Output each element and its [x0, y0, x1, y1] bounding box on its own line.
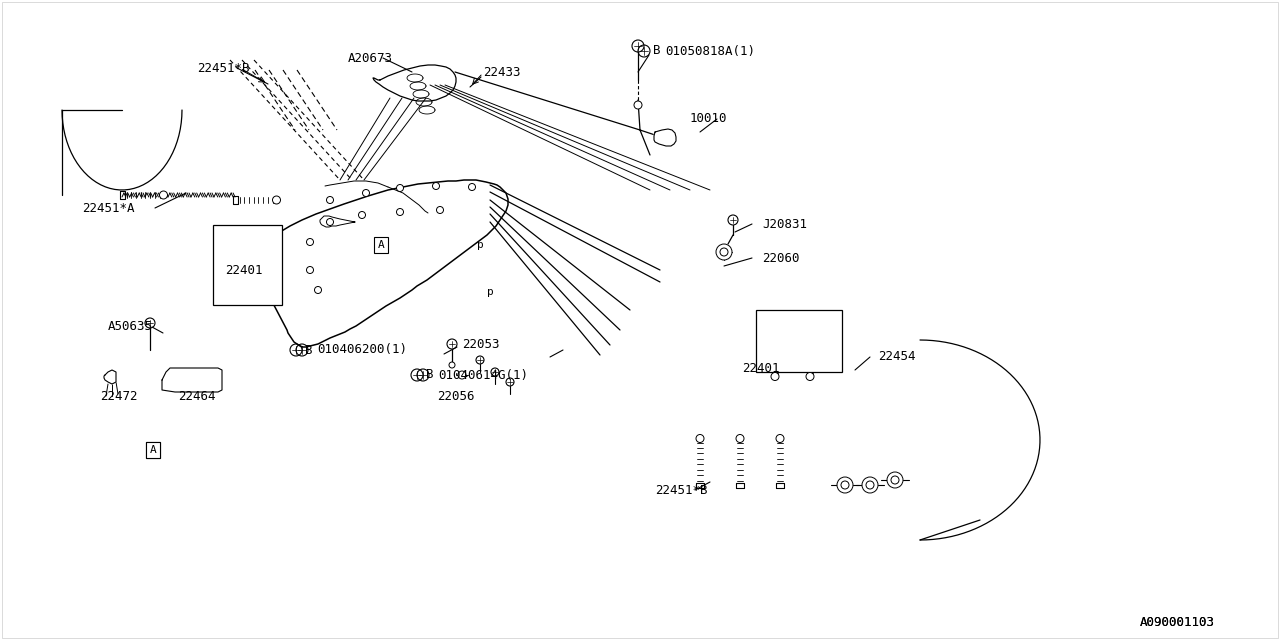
Text: 010406200(1): 010406200(1) — [317, 344, 407, 356]
Circle shape — [806, 372, 814, 381]
Circle shape — [771, 372, 780, 381]
Circle shape — [867, 481, 874, 489]
Circle shape — [837, 477, 852, 493]
Bar — [756, 310, 842, 372]
Text: 10010: 10010 — [690, 113, 727, 125]
Text: A: A — [150, 445, 156, 455]
Text: 22433: 22433 — [483, 67, 521, 79]
Circle shape — [362, 189, 370, 196]
Polygon shape — [654, 129, 676, 146]
Circle shape — [326, 218, 334, 225]
Text: 01040614G(1): 01040614G(1) — [438, 369, 529, 381]
Circle shape — [468, 184, 475, 191]
Text: 22472: 22472 — [100, 390, 137, 403]
Text: B: B — [305, 344, 312, 356]
Text: 22053: 22053 — [462, 337, 499, 351]
Polygon shape — [104, 370, 116, 384]
Text: 22060: 22060 — [762, 252, 800, 264]
Text: 01050818A(1): 01050818A(1) — [666, 45, 755, 58]
Circle shape — [736, 435, 744, 442]
Circle shape — [160, 191, 168, 199]
Circle shape — [326, 196, 334, 204]
Polygon shape — [163, 368, 221, 392]
Circle shape — [358, 211, 366, 218]
Text: 22401: 22401 — [742, 362, 780, 374]
Circle shape — [861, 477, 878, 493]
Text: A090001103: A090001103 — [1140, 616, 1215, 628]
Text: 22451*B: 22451*B — [197, 61, 250, 74]
Circle shape — [719, 248, 728, 256]
Text: A090001103: A090001103 — [1140, 616, 1215, 628]
Circle shape — [397, 184, 403, 191]
Circle shape — [887, 472, 902, 488]
Text: 22454: 22454 — [878, 351, 915, 364]
Text: p: p — [486, 287, 493, 297]
Circle shape — [776, 435, 783, 442]
Circle shape — [306, 266, 314, 273]
Circle shape — [273, 196, 280, 204]
Text: A: A — [378, 240, 384, 250]
Text: A50635: A50635 — [108, 321, 154, 333]
Circle shape — [449, 362, 454, 368]
Circle shape — [841, 481, 849, 489]
Bar — [212, 225, 282, 305]
Circle shape — [716, 244, 732, 260]
Text: A: A — [150, 445, 156, 455]
Circle shape — [436, 207, 443, 214]
Circle shape — [433, 182, 439, 189]
Text: A20673: A20673 — [348, 51, 393, 65]
Polygon shape — [265, 180, 508, 347]
Circle shape — [634, 101, 643, 109]
Text: J20831: J20831 — [762, 218, 806, 230]
Text: 22451*B: 22451*B — [655, 483, 708, 497]
Text: 22056: 22056 — [436, 390, 475, 403]
Text: p: p — [476, 240, 484, 250]
Circle shape — [891, 476, 899, 484]
Text: B: B — [426, 369, 434, 381]
Circle shape — [397, 209, 403, 216]
Polygon shape — [372, 65, 456, 101]
Circle shape — [696, 435, 704, 442]
Text: B: B — [653, 45, 660, 58]
Circle shape — [458, 371, 466, 379]
Text: 22464: 22464 — [178, 390, 215, 403]
Circle shape — [315, 287, 321, 294]
Text: 22401: 22401 — [225, 264, 262, 276]
Circle shape — [306, 239, 314, 246]
Text: 22451*A: 22451*A — [82, 202, 134, 214]
